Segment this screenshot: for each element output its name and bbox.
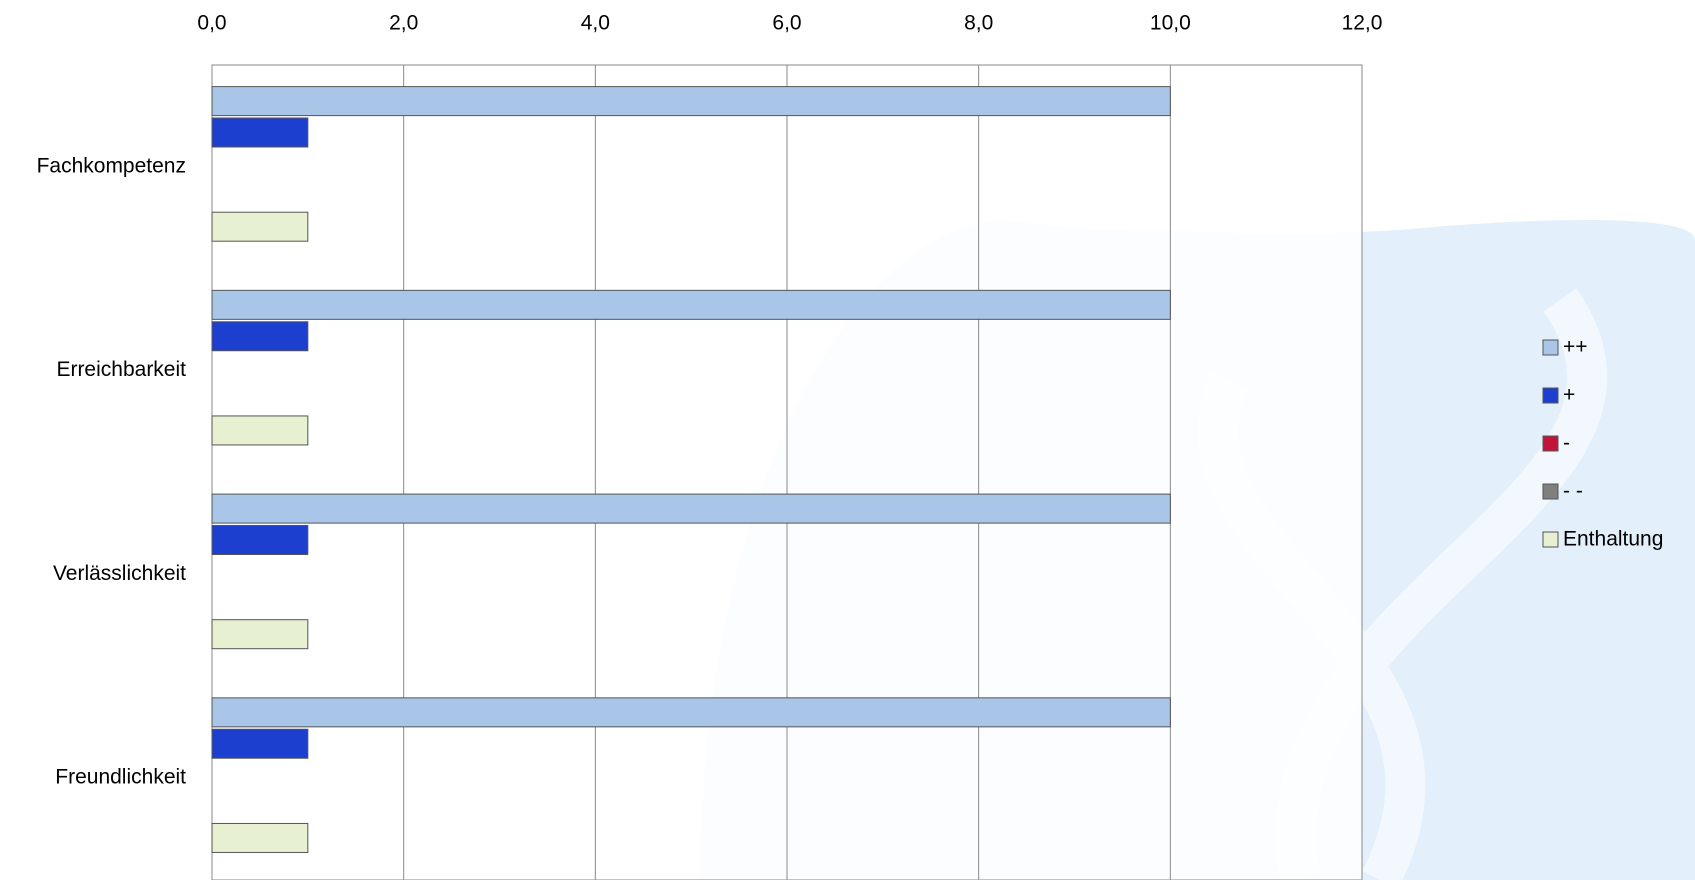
legend-label: Enthaltung (1563, 528, 1663, 551)
legend-label: ++ (1563, 336, 1588, 359)
y-tick-label: Freundlichkeit (55, 766, 186, 789)
legend-swatch (1542, 483, 1559, 500)
y-tick-label: Verlässlichkeit (53, 562, 186, 585)
legend-swatch (1542, 387, 1559, 404)
x-tick-label: 2,0 (389, 12, 418, 35)
x-tick-label: 6,0 (772, 12, 801, 35)
legend-label: + (1563, 384, 1575, 407)
legend-label: - - (1563, 480, 1583, 503)
x-tick-label: 10,0 (1150, 12, 1191, 35)
bar (211, 289, 1171, 320)
bar (211, 117, 309, 148)
bar (211, 697, 1171, 728)
y-tick-label: Fachkompetenz (37, 154, 186, 177)
bar (211, 822, 309, 853)
bar (211, 86, 1171, 117)
bar (211, 619, 309, 650)
x-tick-label: 8,0 (964, 12, 993, 35)
bar (211, 525, 309, 555)
legend-swatch (1542, 531, 1559, 548)
x-tick-label: 12,0 (1342, 12, 1383, 35)
bar (211, 211, 309, 242)
bar (211, 493, 1171, 524)
legend-label: - (1563, 432, 1570, 455)
bar (211, 415, 309, 446)
x-tick-label: 4,0 (581, 12, 610, 35)
x-tick-label: 0,0 (197, 12, 226, 35)
legend-swatch (1542, 339, 1559, 356)
bar (211, 728, 309, 759)
y-tick-label: Erreichbarkeit (56, 358, 186, 381)
bar (211, 321, 309, 352)
legend-swatch (1542, 435, 1559, 452)
